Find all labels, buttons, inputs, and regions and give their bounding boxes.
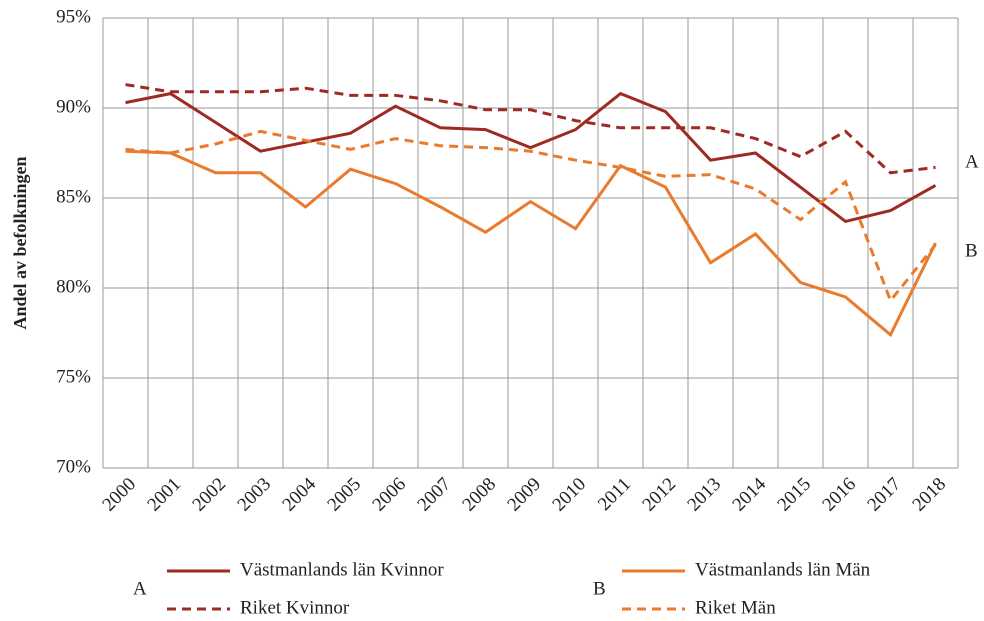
annotation: B bbox=[965, 240, 978, 261]
x-tick-label: 2009 bbox=[503, 474, 545, 516]
x-tick-label: 2011 bbox=[594, 474, 635, 515]
x-tick-label: 2002 bbox=[188, 474, 230, 516]
x-tick-label: 2007 bbox=[413, 474, 455, 516]
x-tick-label: 2012 bbox=[638, 474, 680, 516]
x-tick-label: 2008 bbox=[458, 474, 500, 516]
y-tick-label: 70% bbox=[56, 456, 91, 477]
x-tick-label: 2001 bbox=[143, 474, 185, 516]
x-tick-label: 2013 bbox=[683, 474, 725, 516]
x-tick-label: 2016 bbox=[818, 474, 860, 516]
x-tick-label: 2014 bbox=[728, 473, 770, 515]
x-tick-label: 2000 bbox=[98, 474, 140, 516]
y-tick-label: 80% bbox=[56, 276, 91, 297]
x-tick-label: 2015 bbox=[773, 474, 815, 516]
annotation: A bbox=[965, 151, 979, 172]
x-tick-label: 2018 bbox=[908, 474, 950, 516]
legend-label: Riket Kvinnor bbox=[240, 597, 350, 618]
legend-group-label: B bbox=[593, 578, 606, 599]
x-tick-label: 2003 bbox=[233, 474, 275, 516]
y-tick-label: 75% bbox=[56, 366, 91, 387]
x-tick-label: 2010 bbox=[548, 474, 590, 516]
y-tick-label: 85% bbox=[56, 186, 91, 207]
legend-label: Riket Män bbox=[695, 597, 776, 618]
legend-group-label: A bbox=[133, 578, 147, 599]
x-tick-label: 2006 bbox=[368, 474, 410, 516]
x-tick-label: 2005 bbox=[323, 474, 365, 516]
y-tick-label: 90% bbox=[56, 96, 91, 117]
legend-label: Västmanlands län Män bbox=[695, 559, 871, 580]
series-line bbox=[125, 83, 936, 175]
series-line bbox=[125, 129, 937, 304]
x-tick-label: 2017 bbox=[863, 474, 905, 516]
series-line bbox=[125, 91, 937, 224]
x-tick-label: 2004 bbox=[278, 473, 320, 515]
series-line bbox=[125, 149, 937, 338]
y-axis-label: Andel av befolkningen bbox=[10, 156, 30, 329]
legend-label: Västmanlands län Kvinnor bbox=[240, 559, 444, 580]
y-tick-label: 95% bbox=[56, 6, 91, 27]
